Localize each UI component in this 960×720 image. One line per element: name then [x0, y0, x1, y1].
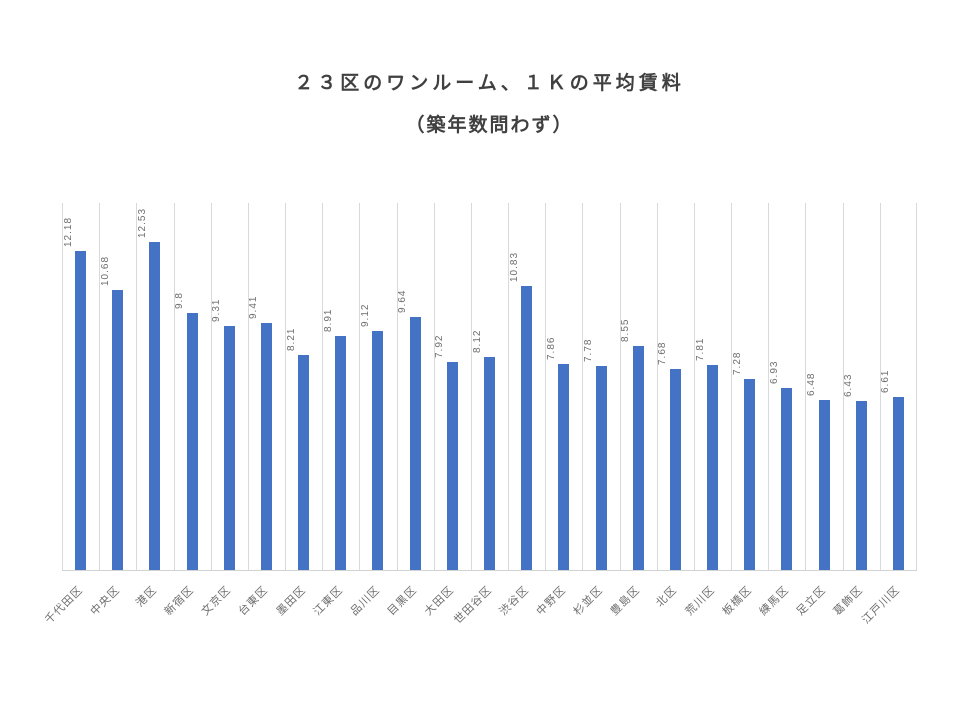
bar: [75, 250, 87, 570]
bar-value-label: 8.12: [471, 329, 483, 354]
bar: [595, 366, 607, 570]
bar: [892, 396, 904, 570]
category-gridline: [248, 203, 249, 570]
bar-value-label: 6.93: [768, 360, 780, 385]
category-gridline: [880, 203, 881, 570]
bar: [260, 323, 272, 570]
bar-value-label: 6.43: [843, 373, 855, 398]
category-gridline: [694, 203, 695, 570]
bar-value-label: 10.83: [508, 252, 520, 283]
bar-value-label: 7.78: [583, 338, 595, 363]
bar: [558, 363, 570, 570]
plot-area: 12.18 千代田区 10.68 中央区 12.53 港区 9.8 新宿区 9.31 文京区 9.4…: [43, 203, 917, 626]
category-gridline: [359, 203, 360, 570]
category-gridline: [397, 203, 398, 570]
bar-value-label: 8.21: [285, 327, 297, 351]
bar-value-label: 9.12: [359, 303, 371, 327]
category-gridline: [322, 203, 323, 570]
bar-value-label: 9.41: [248, 295, 260, 320]
chart-title: ２３区のワンルーム、１Ｋの平均賃料: [294, 73, 685, 94]
bar: [744, 379, 756, 570]
bar-value-label: 10.68: [99, 256, 111, 287]
bar-value-label: 12.18: [62, 216, 74, 247]
bar: [372, 330, 384, 570]
category-gridline: [582, 203, 583, 570]
bar: [409, 317, 421, 570]
category-gridline: [731, 203, 732, 570]
bar: [781, 388, 793, 570]
category-gridline: [768, 203, 769, 570]
bar: [521, 286, 533, 570]
bar-value-label: 12.53: [136, 207, 148, 238]
bar: [818, 400, 830, 570]
bar: [298, 354, 310, 570]
category-gridline: [620, 203, 621, 570]
bar-value-label: 7.86: [545, 336, 557, 360]
category-gridline: [805, 203, 806, 570]
bar: [335, 336, 347, 570]
bar: [223, 325, 235, 570]
category-gridline: [545, 203, 546, 570]
category-gridline: [434, 203, 435, 570]
bar-value-label: 9.8: [174, 292, 186, 310]
bar-value-label: 9.64: [397, 289, 409, 314]
category-gridline: [471, 203, 472, 570]
bar: [186, 313, 198, 570]
bar-value-label: 7.81: [694, 337, 706, 362]
category-gridline: [657, 203, 658, 570]
category-gridline: [508, 203, 509, 570]
category-gridline: [916, 203, 917, 570]
chart-subtitle: （築年数問わず）: [405, 115, 574, 136]
bar: [112, 290, 124, 570]
category-gridline: [285, 203, 286, 570]
category-gridline: [843, 203, 844, 570]
bar: [707, 365, 719, 570]
bar-value-label: 6.61: [880, 369, 892, 393]
category-gridline: [62, 203, 63, 570]
bar: [855, 401, 867, 570]
bar: [632, 345, 644, 570]
bar-value-label: 8.55: [620, 318, 632, 342]
bar: [446, 362, 458, 570]
bar: [669, 368, 681, 570]
bar: [149, 241, 161, 570]
category-gridline: [99, 203, 100, 570]
category-gridline: [136, 203, 137, 570]
bar-value-label: 7.68: [657, 341, 669, 365]
bar-value-label: 7.28: [731, 351, 743, 376]
bar-value-label: 8.91: [322, 308, 334, 333]
bar-value-label: 9.31: [211, 298, 223, 322]
bar-value-label: 6.48: [806, 372, 818, 397]
bar: [484, 357, 495, 570]
bar-value-label: 7.92: [434, 334, 446, 359]
category-gridline: [174, 203, 175, 570]
category-gridline: [211, 203, 212, 570]
